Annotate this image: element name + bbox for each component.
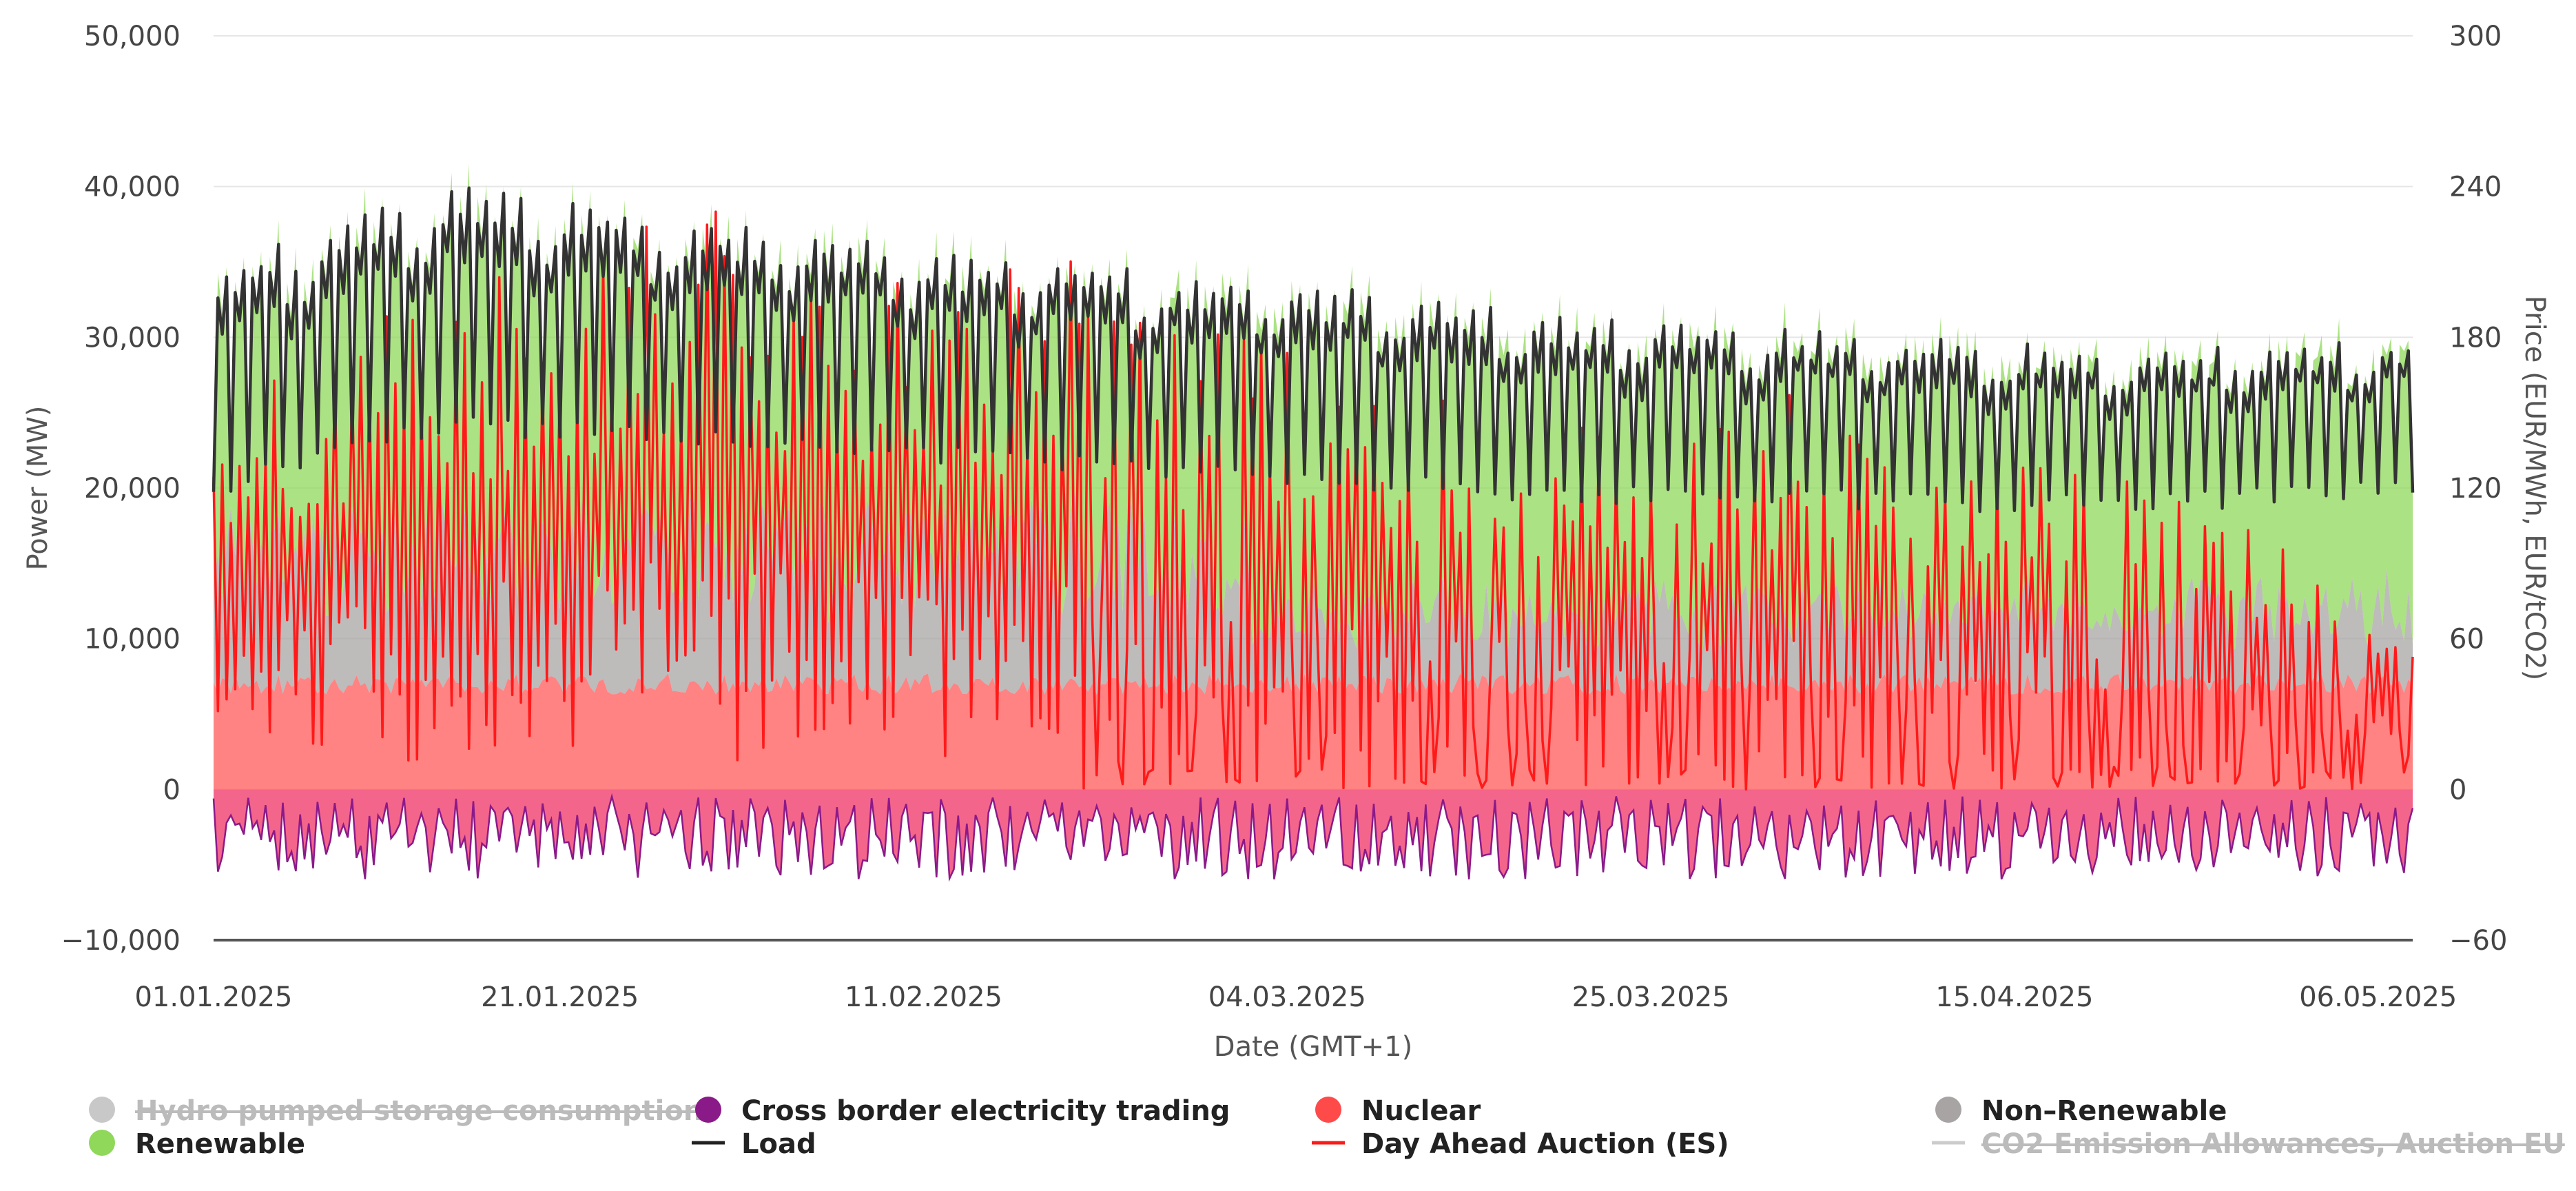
- legend-marker-circle: [89, 1097, 115, 1123]
- legend-marker-circle: [695, 1097, 721, 1123]
- y-right-tick-label: 180: [2449, 322, 2502, 354]
- y-right-tick-label: 0: [2449, 774, 2466, 806]
- x-tick-label: 11.02.2025: [845, 981, 1002, 1013]
- y-left-tick-label: −10,000: [61, 925, 181, 957]
- cross-border-trading-edge: [212, 793, 2414, 882]
- legend-item[interactable]: CO2 Emission Allowances, Auction EU: [1932, 1128, 2565, 1160]
- y-left-tick-label: 50,000: [84, 21, 181, 52]
- legend-item[interactable]: Non–Renewable: [1935, 1095, 2227, 1127]
- legend-marker-circle: [89, 1130, 115, 1156]
- y-right-tick-label: 240: [2449, 172, 2502, 203]
- x-tick-label: 06.05.2025: [2299, 981, 2457, 1013]
- y-left-tick-label: 20,000: [84, 473, 181, 505]
- x-tick-label: 15.04.2025: [1935, 981, 2093, 1013]
- legend-label: Load: [741, 1128, 816, 1160]
- legend-item[interactable]: Load: [692, 1128, 816, 1160]
- legend-label: Hydro pumped storage consumption: [135, 1095, 703, 1127]
- y-right-tick-label: 60: [2449, 624, 2484, 655]
- y-left-tick-label: 40,000: [84, 172, 181, 203]
- legend-label: Cross border electricity trading: [741, 1095, 1230, 1127]
- y-right-tick-label: 300: [2449, 21, 2502, 52]
- legend-item[interactable]: Hydro pumped storage consumption: [89, 1095, 703, 1127]
- legend-item[interactable]: Renewable: [89, 1128, 305, 1160]
- nuclear-area: [214, 673, 2413, 790]
- legend-item[interactable]: Nuclear: [1315, 1095, 1481, 1127]
- legend-label: Renewable: [135, 1128, 305, 1160]
- legend-label: CO2 Emission Allowances, Auction EU: [1981, 1128, 2565, 1160]
- y-left-axis-title: Power (MW): [22, 406, 54, 571]
- x-axis-title: Date (GMT+1): [1214, 1031, 1412, 1063]
- legend[interactable]: Hydro pumped storage consumption Cross bo…: [89, 1095, 2565, 1160]
- legend-label: Nuclear: [1361, 1095, 1481, 1127]
- y-left-tick-label: 30,000: [84, 322, 181, 354]
- cross-border-trading-area: [214, 789, 2413, 879]
- y-right-tick-label: −60: [2449, 925, 2507, 957]
- x-tick-label: 01.01.2025: [134, 981, 292, 1013]
- y-right-axis-title: Price (EUR/MWh, EUR/tCO2): [2519, 296, 2551, 681]
- x-tick-label: 04.03.2025: [1208, 981, 1366, 1013]
- legend-item[interactable]: Day Ahead Auction (ES): [1312, 1128, 1729, 1160]
- legend-label: Day Ahead Auction (ES): [1361, 1128, 1729, 1160]
- y-left-tick-label: 10,000: [84, 624, 181, 655]
- legend-item[interactable]: Cross border electricity trading: [695, 1095, 1230, 1127]
- legend-label: Non–Renewable: [1981, 1095, 2227, 1127]
- series-lines: [212, 186, 2415, 791]
- load-line: [212, 186, 2415, 513]
- axes: 50,000 40,000 30,000 20,000 10,000 0 −10,000 30…: [22, 21, 2551, 1063]
- x-tick-label: 25.03.2025: [1572, 981, 1730, 1013]
- x-tick-label: 21.01.2025: [481, 981, 639, 1013]
- y-right-tick-label: 120: [2449, 473, 2502, 505]
- day-ahead-price-line: [212, 210, 2414, 791]
- y-left-tick-label: 0: [163, 774, 181, 806]
- legend-marker-circle: [1315, 1097, 1341, 1123]
- legend-marker-circle: [1935, 1097, 1961, 1123]
